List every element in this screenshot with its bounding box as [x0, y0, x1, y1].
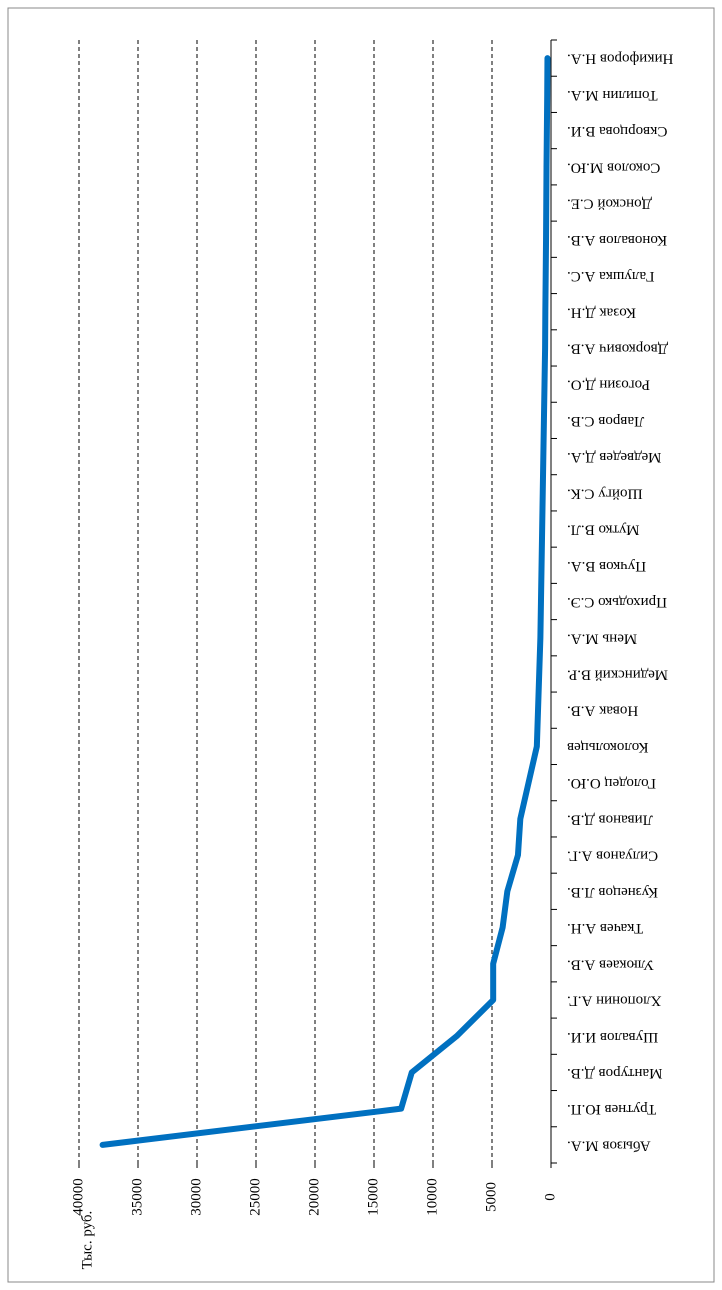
x-tick-label: Ткачев А.Н. — [567, 920, 643, 936]
x-tick-label: Коновалов А.В. — [567, 232, 667, 248]
y-tick-label: 15000 — [365, 1178, 381, 1216]
x-tick-label: Абызов М.А. — [567, 1137, 651, 1153]
frame — [7, 7, 715, 1283]
y-tick-label: 10000 — [424, 1178, 440, 1216]
x-tick-label: Хлопонин А.Г. — [567, 993, 662, 1009]
x-tick-label: Рогозин Д.О. — [567, 377, 650, 393]
x-tick-label: Кузнецов Л.В. — [567, 884, 658, 900]
x-tick-label: Соколов М.Ю. — [567, 159, 660, 175]
x-tick-label: Мутко В.Л. — [567, 522, 639, 538]
y-tick-label: 0 — [542, 1193, 558, 1201]
y-tick-label: 25000 — [247, 1178, 263, 1216]
x-tick-label: Новак А.В. — [567, 703, 638, 719]
x-tick-label: Колокольцев — [567, 739, 648, 755]
y-tick-label: 5000 — [483, 1182, 499, 1212]
x-tick-label: Шойгу С.К. — [567, 485, 643, 501]
x-tick-label: Пучков В.А. — [567, 558, 646, 574]
x-tick-label: Медведев Д.А. — [567, 449, 661, 465]
x-tick-label: Козак Д.Н. — [567, 304, 636, 320]
x-tick-label: Мединский В.Р. — [567, 667, 668, 683]
x-tick-label: Шувалов И.И. — [567, 1029, 658, 1045]
x-tick-label: Трутнев Ю.П. — [567, 1101, 656, 1117]
x-tick-label: Скворцова В.И. — [567, 123, 667, 139]
x-tick-label: Лавров С.В. — [567, 413, 644, 429]
x-tick-label: Топилин М.А. — [567, 87, 658, 103]
y-axis-label: Тыс. руб. — [79, 1211, 95, 1270]
y-tick-label: 35000 — [129, 1178, 145, 1216]
y-tick-label: 20000 — [306, 1178, 322, 1216]
x-tick-label: Донской С.Е. — [567, 196, 652, 212]
x-tick-label: Галушка А.С. — [567, 268, 654, 284]
x-tick-label: Улюкаев А.В. — [567, 956, 654, 972]
x-tick-label: Силуанов А.Г. — [567, 848, 658, 864]
x-tick-label: Голодец О.Ю. — [567, 775, 656, 791]
x-tick-label: Приходько С.Э. — [567, 594, 667, 610]
y-tick-label: 30000 — [188, 1178, 204, 1216]
y-tick-label: 40000 — [70, 1178, 86, 1216]
x-tick-label: Мантуров Д.В. — [567, 1065, 662, 1081]
x-tick-label: Дворкович А.В. — [567, 340, 668, 356]
line-series — [99, 55, 551, 1148]
x-tick-label: Мень М.А. — [567, 630, 637, 646]
x-tick-label: Никифоров Н.А. — [567, 51, 673, 67]
x-tick-label: Ливанов Д.В. — [567, 811, 653, 827]
